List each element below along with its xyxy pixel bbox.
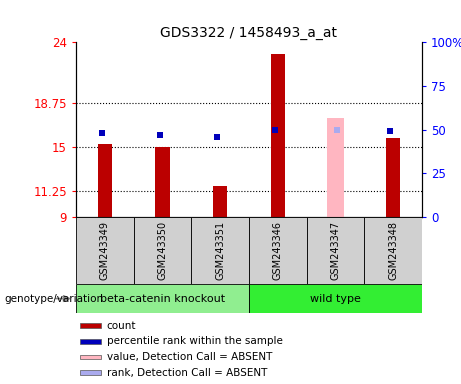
Bar [80,354,101,359]
Bar [327,118,344,217]
Bar [249,284,422,313]
Text: value, Detection Call = ABSENT: value, Detection Call = ABSENT [107,352,272,362]
Bar [191,217,249,284]
Text: beta-catenin knockout: beta-catenin knockout [100,293,225,304]
Bar [80,323,101,328]
Bar [364,217,422,284]
Bar [134,217,191,284]
Title: GDS3322 / 1458493_a_at: GDS3322 / 1458493_a_at [160,26,337,40]
Bar [386,138,400,217]
Text: GSM243350: GSM243350 [158,221,167,280]
Text: genotype/variation: genotype/variation [5,293,104,304]
Text: GSM243347: GSM243347 [331,221,340,280]
Bar [80,339,101,344]
Text: count: count [107,321,136,331]
Bar [213,185,227,217]
Bar [76,217,134,284]
Bar [76,284,249,313]
Text: rank, Detection Call = ABSENT: rank, Detection Call = ABSENT [107,367,267,377]
Text: GSM243349: GSM243349 [100,221,110,280]
Bar [155,147,170,217]
Bar [307,217,364,284]
Text: GSM243346: GSM243346 [273,221,283,280]
Text: GSM243348: GSM243348 [388,221,398,280]
Text: percentile rank within the sample: percentile rank within the sample [107,336,283,346]
Bar [80,370,101,375]
Text: wild type: wild type [310,293,361,304]
Bar [249,217,307,284]
Bar [271,54,285,217]
Text: GSM243351: GSM243351 [215,221,225,280]
Bar [98,144,112,217]
